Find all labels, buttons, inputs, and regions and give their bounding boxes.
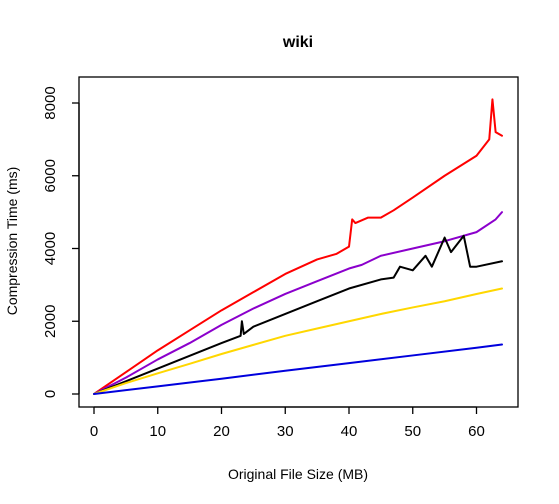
y-tick-label-1: 2000 — [42, 305, 59, 338]
y-tick-label-3: 6000 — [42, 159, 59, 192]
series-group — [93, 98, 503, 395]
y-axis-label: Compression Time (ms) — [4, 167, 20, 316]
y-tick-label-0: 0 — [42, 390, 59, 398]
series-line-4 — [93, 343, 503, 395]
x-tick-label-2: 20 — [213, 423, 230, 440]
x-tick-label-4: 40 — [341, 423, 358, 440]
series-line-0 — [93, 98, 503, 395]
series-line-3 — [93, 287, 503, 395]
y-axis: 0 2000 4000 6000 8000 — [42, 86, 80, 398]
x-tick-label-0: 0 — [90, 423, 98, 440]
plot-frame — [78, 76, 519, 408]
y-tick-label-4: 8000 — [42, 86, 59, 119]
x-tick-label-3: 30 — [277, 423, 294, 440]
x-axis-label: Original File Size (MB) — [228, 466, 368, 482]
x-tick-label-5: 50 — [404, 423, 421, 440]
x-axis: 0 10 20 30 40 50 60 — [90, 406, 485, 440]
y-tick-label-2: 4000 — [42, 232, 59, 265]
x-tick-label-6: 60 — [468, 423, 485, 440]
series-line-1 — [93, 211, 503, 395]
series-line-2 — [93, 234, 503, 395]
x-tick-label-1: 10 — [149, 423, 166, 440]
chart-title: wiki — [282, 34, 313, 51]
